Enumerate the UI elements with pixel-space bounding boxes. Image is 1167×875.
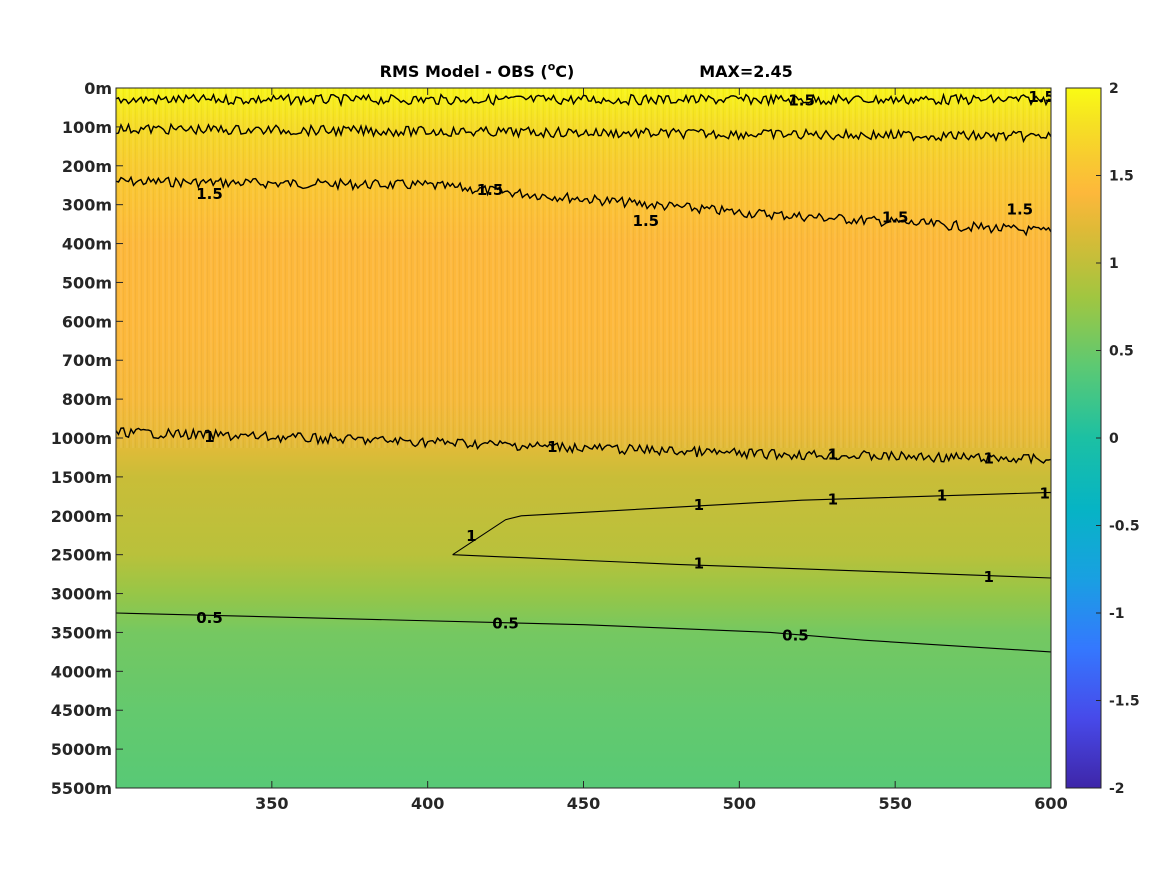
y-axis: 0m 100m 200m 300m 400m 500m 600m 700m 800m 1000m 1… [51,79,123,798]
contour-label: 0.5 [196,609,223,627]
y-tick-label: 200m [62,157,112,176]
y-tick-label: 2000m [51,507,112,526]
contour-label: 1 [937,486,947,504]
y-tick-label: 100m [62,118,112,137]
contour-label: 1 [466,527,476,545]
y-tick-label: 0m [84,79,112,98]
contour-label: 1.5 [1028,88,1055,106]
contour-label: 1 [983,449,993,467]
colorbar-tick-label: 0 [1109,431,1119,447]
colorbar-tick-label: 2 [1109,81,1119,97]
contour-label: 1.5 [196,185,223,203]
y-tick-label: 4500m [51,701,112,720]
colorbar-tick-label: 1.5 [1109,169,1134,185]
y-tick-label: 1500m [51,468,112,487]
colorbar: 2 1.5 1 0.5 0 -0.5 -1 -1.5 -2 [1065,81,1140,797]
colorbar-tick-label: 1 [1109,256,1119,272]
y-tick-label: 4000m [51,662,112,681]
heatmap-noise-texture [116,88,1051,448]
y-tick-label: 700m [62,351,112,370]
x-axis: 350 400 450 500 550 600 [255,88,1068,813]
contour-label: 1 [547,438,557,456]
y-tick-label: 600m [62,312,112,331]
contour-line-1.5 [116,175,1051,237]
colorbar-tick-label: -1 [1109,606,1125,622]
y-tick-label: 500m [62,273,112,292]
contour-label: 0.5 [782,626,809,644]
colorbar-gradient-bar [1065,87,1102,789]
contour-label: 1.5 [788,92,815,110]
colorbar-tick-label: -1.5 [1109,694,1140,710]
y-tick-label: 3000m [51,585,112,604]
title-degree-superscript: o [548,60,556,73]
contour-line-1 [116,427,1051,465]
y-tick-label: 3500m [51,623,112,642]
colorbar-ticks: 2 1.5 1 0.5 0 -0.5 -1 -1.5 -2 [1096,81,1140,797]
contour-line-0.5 [116,612,1051,653]
x-tick-label: 600 [1034,794,1067,813]
title-prefix: RMS Model - OBS ( [380,62,548,81]
contour-label: 1.5 [477,181,504,199]
x-tick-label: 500 [723,794,756,813]
contour-label: 1 [694,496,704,514]
y-tick-label: 800m [62,390,112,409]
contour-label: 1.5 [1007,201,1034,219]
x-tick-label: 450 [567,794,600,813]
max-annotation: MAX=2.45 [699,62,793,81]
contour-label: 1.5 [633,212,660,230]
y-tick-label: 5000m [51,740,112,759]
colorbar-tick-label: 0.5 [1109,344,1134,360]
y-tick-label: 2500m [51,546,112,565]
contour-label-layer: 1 1 1 1 1 1 1 0.5 0.5 0.5 1 1 1 1 1.5 1.5 1.5 1.5 1.5 1.5 1.… [196,88,1055,644]
colorbar-tick-label: -0.5 [1109,519,1140,535]
y-tick-label: 300m [62,196,112,215]
contour-label: 1 [983,568,993,586]
x-tick-label: 550 [878,794,911,813]
contour-line-1.5 [116,92,1051,108]
y-tick-label: 1000m [51,429,112,448]
contour-label: 1 [204,428,214,446]
contour-layer [116,92,1051,653]
contour-label: 1 [694,554,704,572]
plot-area: 1 1 1 1 1 1 1 0.5 0.5 0.5 1 1 1 1 1.5 1.5 1.5 1.5 1.5 1.5 1.… [116,88,1055,788]
contour-line-1.5 [116,122,1051,144]
x-tick-label: 400 [411,794,444,813]
contour-label: 1 [1040,484,1050,502]
contour-label: 1 [828,490,838,508]
chart-title: RMS Model - OBS (oC) [380,60,575,81]
colorbar-tick-label: -2 [1109,781,1125,797]
contour-label: 1 [828,446,838,464]
x-tick-label: 350 [255,794,288,813]
contour-line-1 [452,491,1051,579]
contour-label: 0.5 [492,615,519,633]
y-tick-label: 400m [62,235,112,254]
contour-label: 1.5 [882,208,909,226]
y-tick-label: 5500m [51,779,112,798]
title-suffix: C) [555,62,574,81]
